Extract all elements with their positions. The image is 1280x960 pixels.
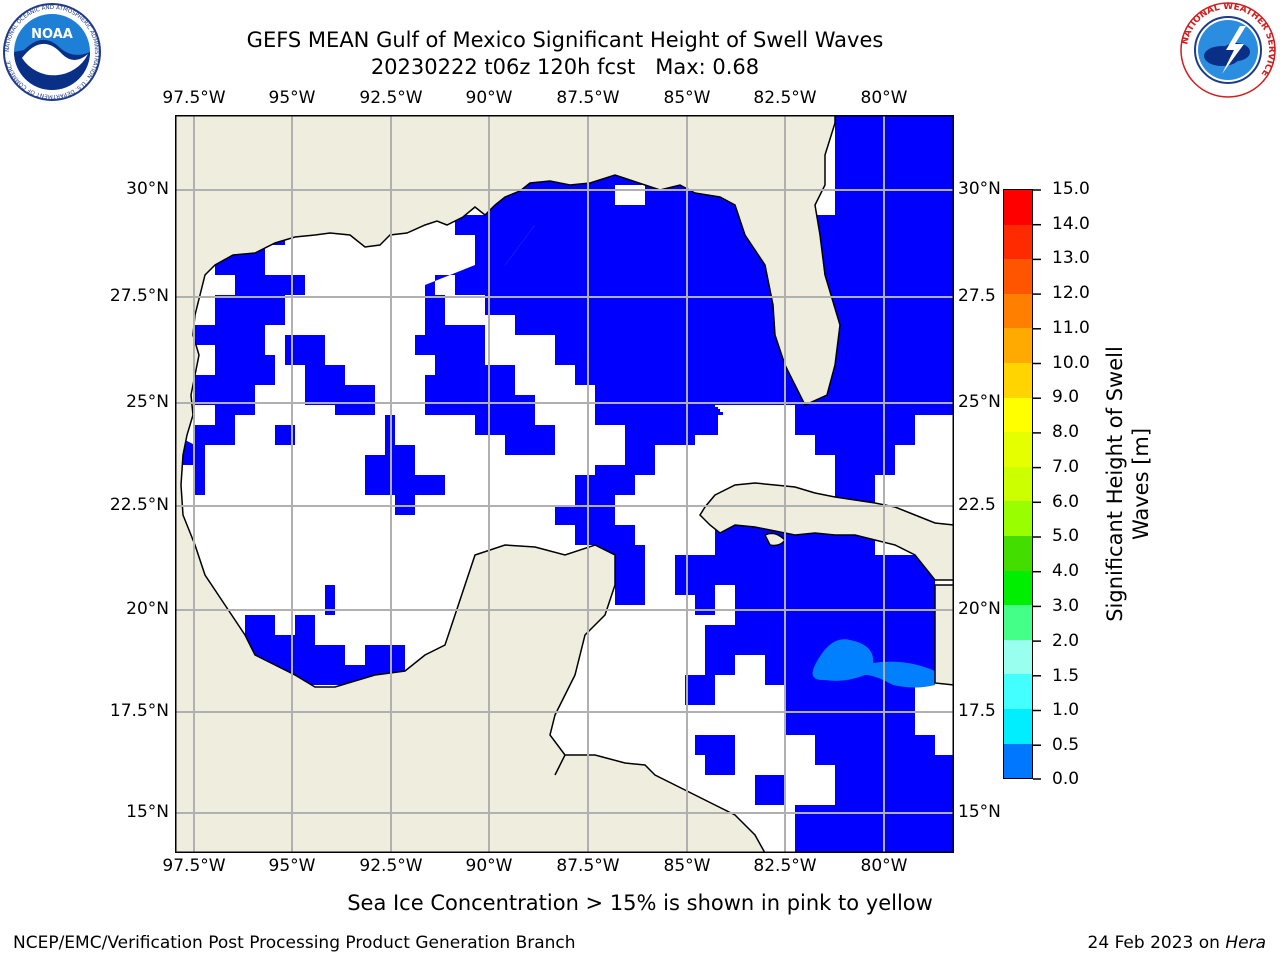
colorbar-swatch <box>1004 466 1032 502</box>
colorbar-tick-label: 12.0 <box>1052 283 1090 303</box>
colorbar-swatch <box>1004 535 1032 571</box>
colorbar-swatch <box>1004 570 1032 606</box>
colorbar-tick-label: 7.0 <box>1052 457 1080 477</box>
lon-label-bottom: 90°W <box>465 856 513 876</box>
title-line-1: GEFS MEAN Gulf of Mexico Significant Hei… <box>246 28 884 52</box>
land-regions <box>175 115 841 853</box>
lat-label-left: 30°N <box>126 179 169 199</box>
lat-label-right: 22.5 <box>958 495 996 515</box>
colorbar-tick-label: 8.0 <box>1052 422 1080 442</box>
lon-label-bottom: 92.5°W <box>359 856 423 876</box>
lon-label-top: 82.5°W <box>753 88 817 108</box>
colorbar-tick-label: 14.0 <box>1052 214 1090 234</box>
title-line-2: 20230222 t06z 120h fcst Max: 0.68 <box>370 55 760 79</box>
graticule <box>175 115 954 853</box>
lon-label-bottom: 87.5°W <box>556 856 620 876</box>
lat-label-left: 20°N <box>126 599 169 619</box>
footer-date: 24 Feb 2023 on Hera <box>1087 933 1266 953</box>
lon-label-top: 92.5°W <box>359 88 423 108</box>
colorbar-swatch <box>1004 293 1032 329</box>
lat-label-right: 15°N <box>958 802 1001 822</box>
colorbar-tick-label: 5.0 <box>1052 526 1080 546</box>
colorbar-swatch <box>1004 674 1032 709</box>
colorbar-swatch <box>1004 224 1032 260</box>
lat-label-left: 25°N <box>126 392 169 412</box>
lat-label-right: 27.5 <box>958 286 996 306</box>
lon-label-top: 97.5°W <box>162 88 226 108</box>
colorbar-swatch <box>1004 743 1032 779</box>
colorbar-tick-label: 13.0 <box>1052 248 1090 268</box>
colorbar-swatch <box>1004 259 1032 294</box>
lat-label-right: 25°N <box>958 392 1001 412</box>
lon-label-bottom: 95°W <box>268 856 316 876</box>
colorbar-swatch <box>1004 501 1032 536</box>
colorbar-swatch <box>1004 708 1032 744</box>
colorbar-swatch <box>1004 605 1032 640</box>
lat-label-left: 27.5°N <box>109 286 169 306</box>
lat-label-left: 15°N <box>126 802 169 822</box>
svg-text:NOAA: NOAA <box>31 27 73 42</box>
lon-label-bottom: 97.5°W <box>162 856 226 876</box>
lat-label-left: 22.5°N <box>109 495 169 515</box>
lon-label-top: 85°W <box>663 88 711 108</box>
colorbar-tick-label: 1.0 <box>1052 700 1080 720</box>
colorbar-tick-label: 11.0 <box>1052 318 1090 338</box>
colorbar-axis-label-line2: Waves [m] <box>1129 427 1153 541</box>
colorbar-swatch <box>1004 432 1032 467</box>
colorbar-ticks <box>1033 189 1041 780</box>
colorbar-tick-label: 3.0 <box>1052 596 1080 616</box>
noaa-logo: NOAA NATIONAL OCEANIC AND ATMOSPHERIC AD… <box>2 2 102 102</box>
colorbar-swatch <box>1004 397 1032 433</box>
lat-label-right: 20°N <box>958 599 1001 619</box>
map-panel <box>175 115 954 853</box>
lon-label-top: 80°W <box>860 88 908 108</box>
colorbar-tick-label: 9.0 <box>1052 387 1080 407</box>
colorbar-tick-label: 0.5 <box>1052 735 1080 755</box>
colorbar-swatch <box>1004 639 1032 675</box>
lon-label-top: 90°W <box>465 88 513 108</box>
lon-label-top: 95°W <box>268 88 316 108</box>
lat-label-left: 17.5°N <box>109 701 169 721</box>
colorbar-tick-label: 15.0 <box>1052 179 1090 199</box>
lon-label-bottom: 82.5°W <box>753 856 817 876</box>
lat-label-right: 30°N <box>958 179 1001 199</box>
colorbar-swatch <box>1004 362 1032 398</box>
colorbar-tick-label: 10.0 <box>1052 353 1090 373</box>
colorbar-axis-label-line1: Significant Height of Swell <box>1103 346 1127 622</box>
lon-label-bottom: 85°W <box>663 856 711 876</box>
colorbar-tick-label: 0.0 <box>1052 769 1080 789</box>
sea-ice-note: Sea Ice Concentration > 15% is shown in … <box>347 891 933 915</box>
lon-label-bottom: 80°W <box>860 856 908 876</box>
colorbar-tick-label: 2.0 <box>1052 631 1080 651</box>
colorbar-swatch <box>1004 190 1032 225</box>
footer-credit: NCEP/EMC/Verification Post Processing Pr… <box>13 933 576 953</box>
colorbar <box>1003 189 1033 779</box>
lat-label-right: 17.5 <box>958 701 996 721</box>
lon-label-top: 87.5°W <box>556 88 620 108</box>
colorbar-swatch <box>1004 328 1032 363</box>
nws-logo: NATIONAL WEATHER SERVICE <box>1178 0 1278 100</box>
colorbar-tick-label: 1.5 <box>1052 666 1080 686</box>
colorbar-tick-label: 4.0 <box>1052 561 1080 581</box>
colorbar-tick-label: 6.0 <box>1052 492 1080 512</box>
